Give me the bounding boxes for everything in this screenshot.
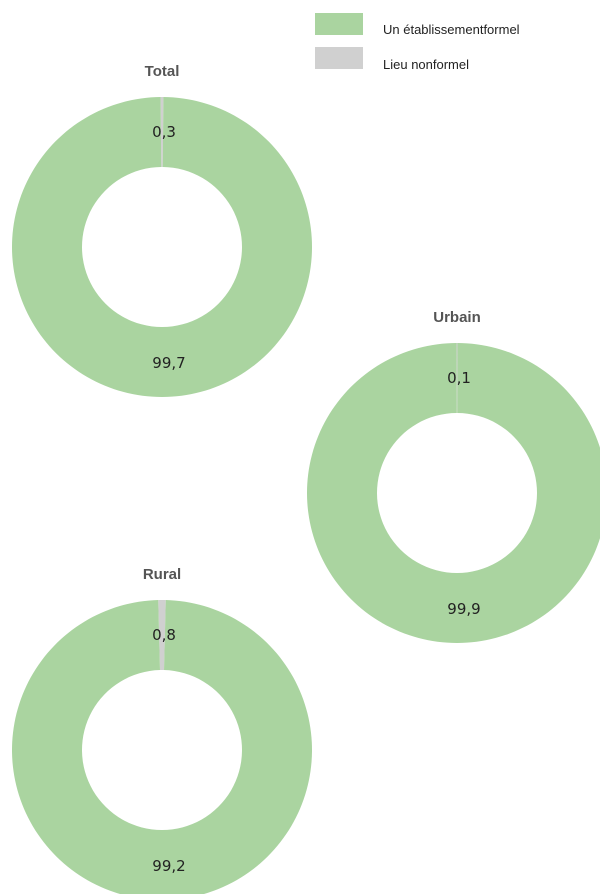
donut-group: Total 0,3 99,7 Urbain 0,1 99,9 Rural 0,8 99,2: [11, 63, 600, 894]
legend: Un établissementformel Lieu nonformel: [315, 13, 520, 72]
slice-rural-lieu-non-formel: [158, 600, 166, 671]
donut-total: Total 0,3 99,7: [11, 63, 312, 398]
slice-urbain-lieu-non-formel: [456, 343, 458, 414]
slice-urbain-etablissement-formel: [307, 343, 600, 643]
value-label-total-lieu-non-formel: 0,3: [152, 123, 176, 141]
legend-swatch-2: [315, 47, 363, 69]
slice-rural-etablissement-formel: [12, 600, 312, 894]
donut-urbain: Urbain 0,1 99,9: [307, 309, 600, 643]
value-label-urbain-etablissement-formel: 99,9: [447, 600, 480, 618]
legend-label-2: Lieu nonformel: [383, 57, 469, 72]
slice-total-lieu-non-formel: [160, 97, 164, 168]
chart-title-rural: Rural: [143, 566, 181, 583]
value-label-rural-etablissement-formel: 99,2: [152, 857, 185, 875]
donut-rural: Rural 0,8 99,2: [12, 566, 312, 894]
value-label-total-etablissement-formel: 99,7: [152, 354, 185, 372]
chart-title-urbain: Urbain: [433, 309, 481, 326]
legend-swatch-1: [315, 13, 363, 35]
legend-label-1: Un établissementformel: [383, 22, 520, 37]
value-label-rural-lieu-non-formel: 0,8: [152, 626, 176, 644]
value-label-urbain-lieu-non-formel: 0,1: [447, 369, 471, 387]
chart-title-total: Total: [145, 63, 180, 80]
slice-total-etablissement-formel: [11, 97, 312, 398]
